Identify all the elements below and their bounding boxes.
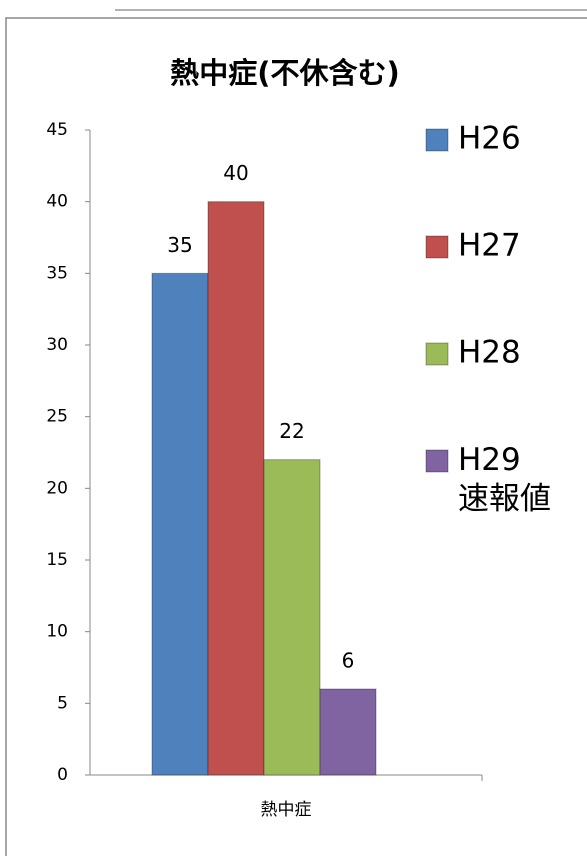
y-tick-label: 20	[46, 478, 68, 498]
data-label: 35	[167, 233, 192, 257]
legend-swatch	[425, 235, 449, 259]
legend-label: H26	[458, 121, 521, 157]
y-tick-label: 25	[46, 407, 68, 427]
data-label: 6	[342, 649, 355, 673]
y-tick-label: 15	[46, 550, 68, 570]
legend-swatch	[425, 128, 449, 152]
legend-label: H27	[458, 228, 521, 264]
legend-label: H29 速報値	[458, 442, 551, 517]
bar	[319, 688, 377, 776]
chart-frame	[5, 17, 587, 860]
data-label: 40	[223, 161, 248, 185]
bar	[151, 272, 209, 776]
y-tick-label: 45	[46, 120, 68, 140]
y-tick-label: 40	[46, 192, 68, 212]
bar	[207, 201, 265, 776]
y-tick-label: 5	[57, 693, 68, 713]
data-label: 22	[279, 419, 304, 443]
chart-title: 熱中症(不休含む)	[170, 56, 400, 90]
y-tick-label: 30	[46, 335, 68, 355]
legend-swatch	[425, 342, 449, 366]
bar	[263, 459, 321, 776]
y-tick-label: 10	[46, 622, 68, 642]
y-tick-label: 35	[46, 263, 68, 283]
x-tick-label: 熱中症	[261, 800, 312, 820]
y-tick-label: 0	[57, 765, 68, 785]
legend-swatch	[425, 449, 449, 473]
legend-label: H28	[458, 335, 521, 371]
